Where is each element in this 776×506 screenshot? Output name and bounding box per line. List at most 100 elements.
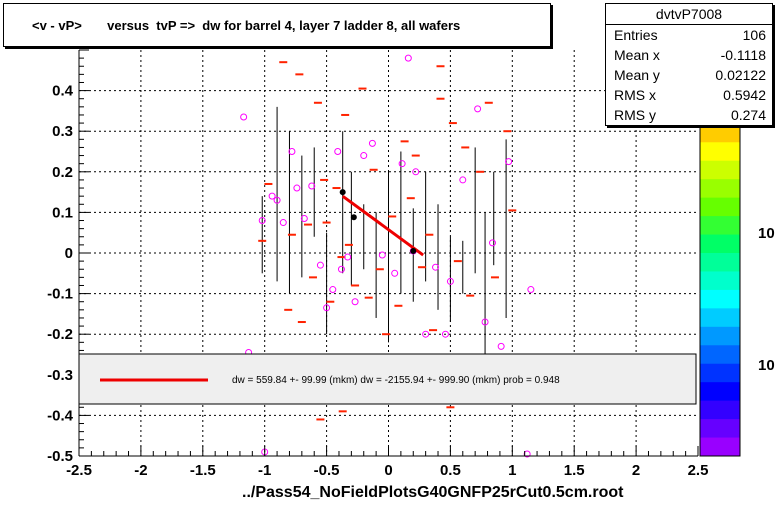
- x-tick-label: 2: [632, 462, 640, 479]
- open-circle-marker: [316, 261, 324, 269]
- open-circle-marker: [488, 239, 496, 247]
- open-circle-marker: [273, 196, 281, 204]
- stats-label: RMS x: [614, 87, 656, 103]
- open-circle-marker: [279, 219, 287, 227]
- open-circle-marker: [523, 450, 531, 458]
- fit-line: [341, 194, 425, 257]
- color-scale-segment: [700, 234, 740, 254]
- open-circle-marker: [351, 298, 359, 306]
- x-tick-label: 2.5: [688, 462, 709, 479]
- y-tick-label: 0.3: [52, 123, 73, 140]
- open-circle-marker: [459, 176, 467, 184]
- x-tick-label: -1.5: [190, 462, 216, 479]
- x-tick-label: -0.5: [314, 462, 340, 479]
- stats-value: 106: [742, 27, 766, 43]
- stats-row-mean-x: Mean x -0.1118: [606, 45, 772, 65]
- y-tick-label: 0.4: [52, 83, 74, 100]
- open-circle-marker: [293, 184, 301, 192]
- open-circle-marker: [398, 160, 406, 168]
- stats-box: dvtvP7008 Entries 106 Mean x -0.1118 Mean …: [605, 3, 773, 126]
- y-tick-label: -0.2: [47, 326, 73, 343]
- open-circle-marker: [288, 148, 296, 155]
- color-scale-segment: [700, 142, 740, 162]
- open-circle-marker: [422, 330, 430, 338]
- color-scale-segment: [700, 289, 740, 309]
- open-circle-marker: [527, 286, 535, 294]
- open-circle-marker: [344, 253, 352, 261]
- color-scale-segment: [700, 197, 740, 217]
- open-circle-marker: [323, 304, 331, 312]
- open-circle-marker: [368, 139, 376, 147]
- open-circle-marker: [391, 269, 399, 277]
- x-tick-label: 0: [384, 462, 392, 479]
- x-axis-ticks: -2.5 -2 -1.5 -1 -0.5 0 0.5 1 1.5 2 2.5: [66, 446, 708, 479]
- x-tick-label: -1: [258, 462, 271, 479]
- color-scale-segment: [700, 363, 740, 383]
- stats-label: Mean y: [614, 67, 660, 83]
- color-scale-label: 10: [758, 225, 775, 242]
- profile-point: [410, 247, 417, 254]
- stats-name: dvtvP7008: [606, 4, 772, 25]
- open-circle-marker: [337, 265, 345, 273]
- open-circle-marker: [334, 148, 342, 155]
- stats-label: RMS y: [614, 107, 656, 123]
- stats-label: Entries: [614, 27, 658, 43]
- open-circle-marker: [268, 192, 276, 200]
- open-circle-marker: [474, 105, 482, 113]
- x-tick-label: 0.5: [440, 462, 461, 479]
- y-tick-label: 0.2: [52, 164, 73, 181]
- profile-points: [339, 189, 417, 254]
- y-axis-ticks: -0.5 -0.4 -0.3 -0.2 -0.1 0 0.1 0.2 0.3 0.4: [47, 49, 89, 465]
- open-circle-marker: [308, 182, 316, 190]
- color-scale-segment: [700, 345, 740, 365]
- open-circle-marker: [432, 263, 440, 271]
- stats-value: -0.1118: [720, 47, 766, 63]
- y-tick-label: -0.1: [47, 286, 73, 303]
- color-scale-segment: [700, 308, 740, 328]
- open-circle-marker: [505, 158, 513, 166]
- stats-row-entries: Entries 106: [606, 25, 772, 45]
- stats-value: 0.274: [730, 107, 766, 123]
- profile-point: [350, 214, 357, 221]
- color-scale-segment: [700, 326, 740, 346]
- open-circle-marker: [412, 168, 420, 176]
- open-circle-marker: [441, 330, 449, 338]
- open-circle-marker: [404, 54, 412, 62]
- open-circle-marker: [481, 318, 489, 326]
- color-scale-segment: [700, 216, 740, 236]
- dash-marks: [258, 61, 517, 421]
- footer-filename: ../Pass54_NoFieldPlotsG40GNFP25rCut0.5cm…: [242, 484, 624, 501]
- color-scale-segment: [700, 382, 740, 402]
- fit-legend: dw = 559.84 +- 99.99 (mkm) dw = -2155.94…: [78, 353, 697, 405]
- open-circle-marker: [446, 277, 454, 285]
- profile-point: [339, 189, 346, 196]
- x-tick-label: -2: [134, 462, 147, 479]
- y-tick-label: -0.5: [47, 448, 73, 465]
- open-circle-marker: [497, 342, 505, 350]
- y-tick-label: -0.4: [47, 407, 74, 424]
- x-tick-label: 1: [508, 462, 516, 479]
- color-scale-segment: [700, 179, 740, 199]
- stats-row-rms-x: RMS x 0.5942: [606, 85, 772, 105]
- chart-title-text: <v - vP> versus tvP => dw for barrel 4, …: [32, 17, 461, 33]
- stats-value: 0.02122: [715, 67, 766, 83]
- legend-text: dw = 559.84 +- 99.99 (mkm) dw = -2155.94…: [232, 375, 560, 386]
- color-scale-label: 10: [758, 357, 775, 374]
- stats-value: 0.5942: [723, 87, 766, 103]
- open-circle-marker: [240, 113, 248, 121]
- open-circle-marker: [300, 214, 308, 222]
- x-tick-label: -2.5: [66, 462, 92, 479]
- open-circle-marker: [329, 286, 337, 294]
- open-circle-marker: [258, 217, 266, 225]
- color-scale-segment: [700, 253, 740, 272]
- y-tick-label: 0: [65, 245, 73, 262]
- open-circle-marker: [378, 251, 386, 259]
- y-tick-label: 0.1: [52, 204, 73, 221]
- x-tick-label: 1.5: [564, 462, 585, 479]
- stats-label: Mean x: [614, 47, 660, 63]
- color-scale-segment: [700, 419, 740, 439]
- color-scale-segment: [700, 160, 740, 180]
- color-scale-segment: [700, 437, 740, 457]
- color-scale-segment: [700, 400, 740, 420]
- y-tick-label: -0.3: [47, 367, 73, 384]
